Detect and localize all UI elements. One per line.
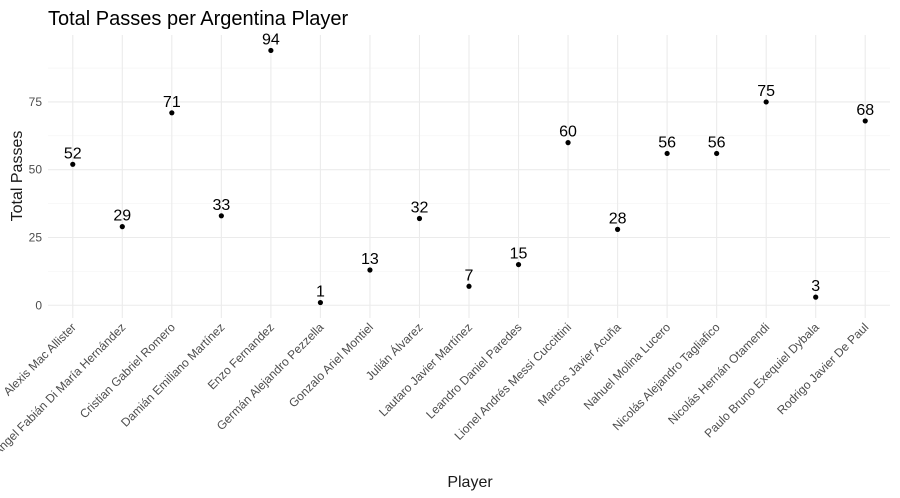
data-label: 68: [856, 102, 874, 119]
data-point: [714, 150, 720, 157]
data-label: 1: [316, 284, 325, 301]
x-tick-label: Lautaro Javier Martínez: [376, 320, 475, 419]
data-point: [70, 161, 76, 167]
data-point: [416, 215, 423, 222]
data-label: 60: [559, 124, 577, 141]
x-tick-label: Nicolás Hernán Otamendi: [665, 320, 772, 427]
data-label: 52: [64, 145, 82, 162]
data-point: [169, 110, 175, 116]
chart-title: Total Passes per Argentina Player: [48, 8, 349, 30]
data-point: [565, 140, 571, 146]
x-tick-label: Gonzalo Ariel Montiel: [286, 320, 376, 410]
data-point: [317, 299, 324, 306]
data-points: [70, 47, 868, 306]
grid-lines: [48, 35, 890, 318]
data-point: [218, 213, 224, 219]
data-label: 15: [510, 246, 528, 263]
data-point: [515, 261, 522, 268]
y-tick-label: 50: [29, 163, 43, 177]
data-label: 32: [411, 200, 429, 217]
data-label: 33: [212, 197, 230, 214]
data-point: [664, 150, 670, 157]
data-point: [614, 226, 621, 232]
y-axis-tick-labels: 0 25 50 75: [29, 95, 43, 312]
data-point: [862, 118, 868, 124]
data-point: [466, 283, 472, 289]
x-tick-label: Cristian Gabriel Romero: [77, 320, 178, 421]
data-label: 3: [811, 278, 820, 295]
data-label: 71: [163, 94, 181, 111]
data-label: 28: [609, 210, 627, 227]
data-label: 7: [465, 267, 474, 284]
data-label: 75: [757, 83, 775, 100]
x-axis-title: Player: [447, 474, 493, 491]
data-point: [268, 47, 274, 54]
y-tick-label: 25: [29, 230, 43, 244]
y-axis-title: Total Passes: [9, 131, 26, 222]
x-tick-label: Marcos Javier Acuña: [535, 320, 624, 409]
data-label: 13: [361, 251, 379, 268]
data-labels: 52 29 71 33 94 1 13 32 7 15 60 28 56 56 75 3 68: [64, 31, 874, 300]
x-tick-label: Rodrigo Javier De Paul: [774, 320, 871, 417]
x-tick-label: Nahuel Molina Lucero: [581, 320, 674, 413]
data-label: 56: [708, 134, 726, 151]
data-label: 56: [658, 134, 676, 151]
x-tick-label: Leandro Daniel Paredes: [423, 320, 524, 421]
data-label: 94: [262, 31, 280, 48]
y-tick-label: 75: [29, 95, 43, 109]
data-label: 29: [113, 208, 131, 225]
data-point: [119, 224, 125, 230]
y-tick-label: 0: [35, 298, 42, 312]
data-point: [763, 99, 769, 105]
data-point: [813, 294, 819, 300]
data-point: [367, 267, 373, 273]
